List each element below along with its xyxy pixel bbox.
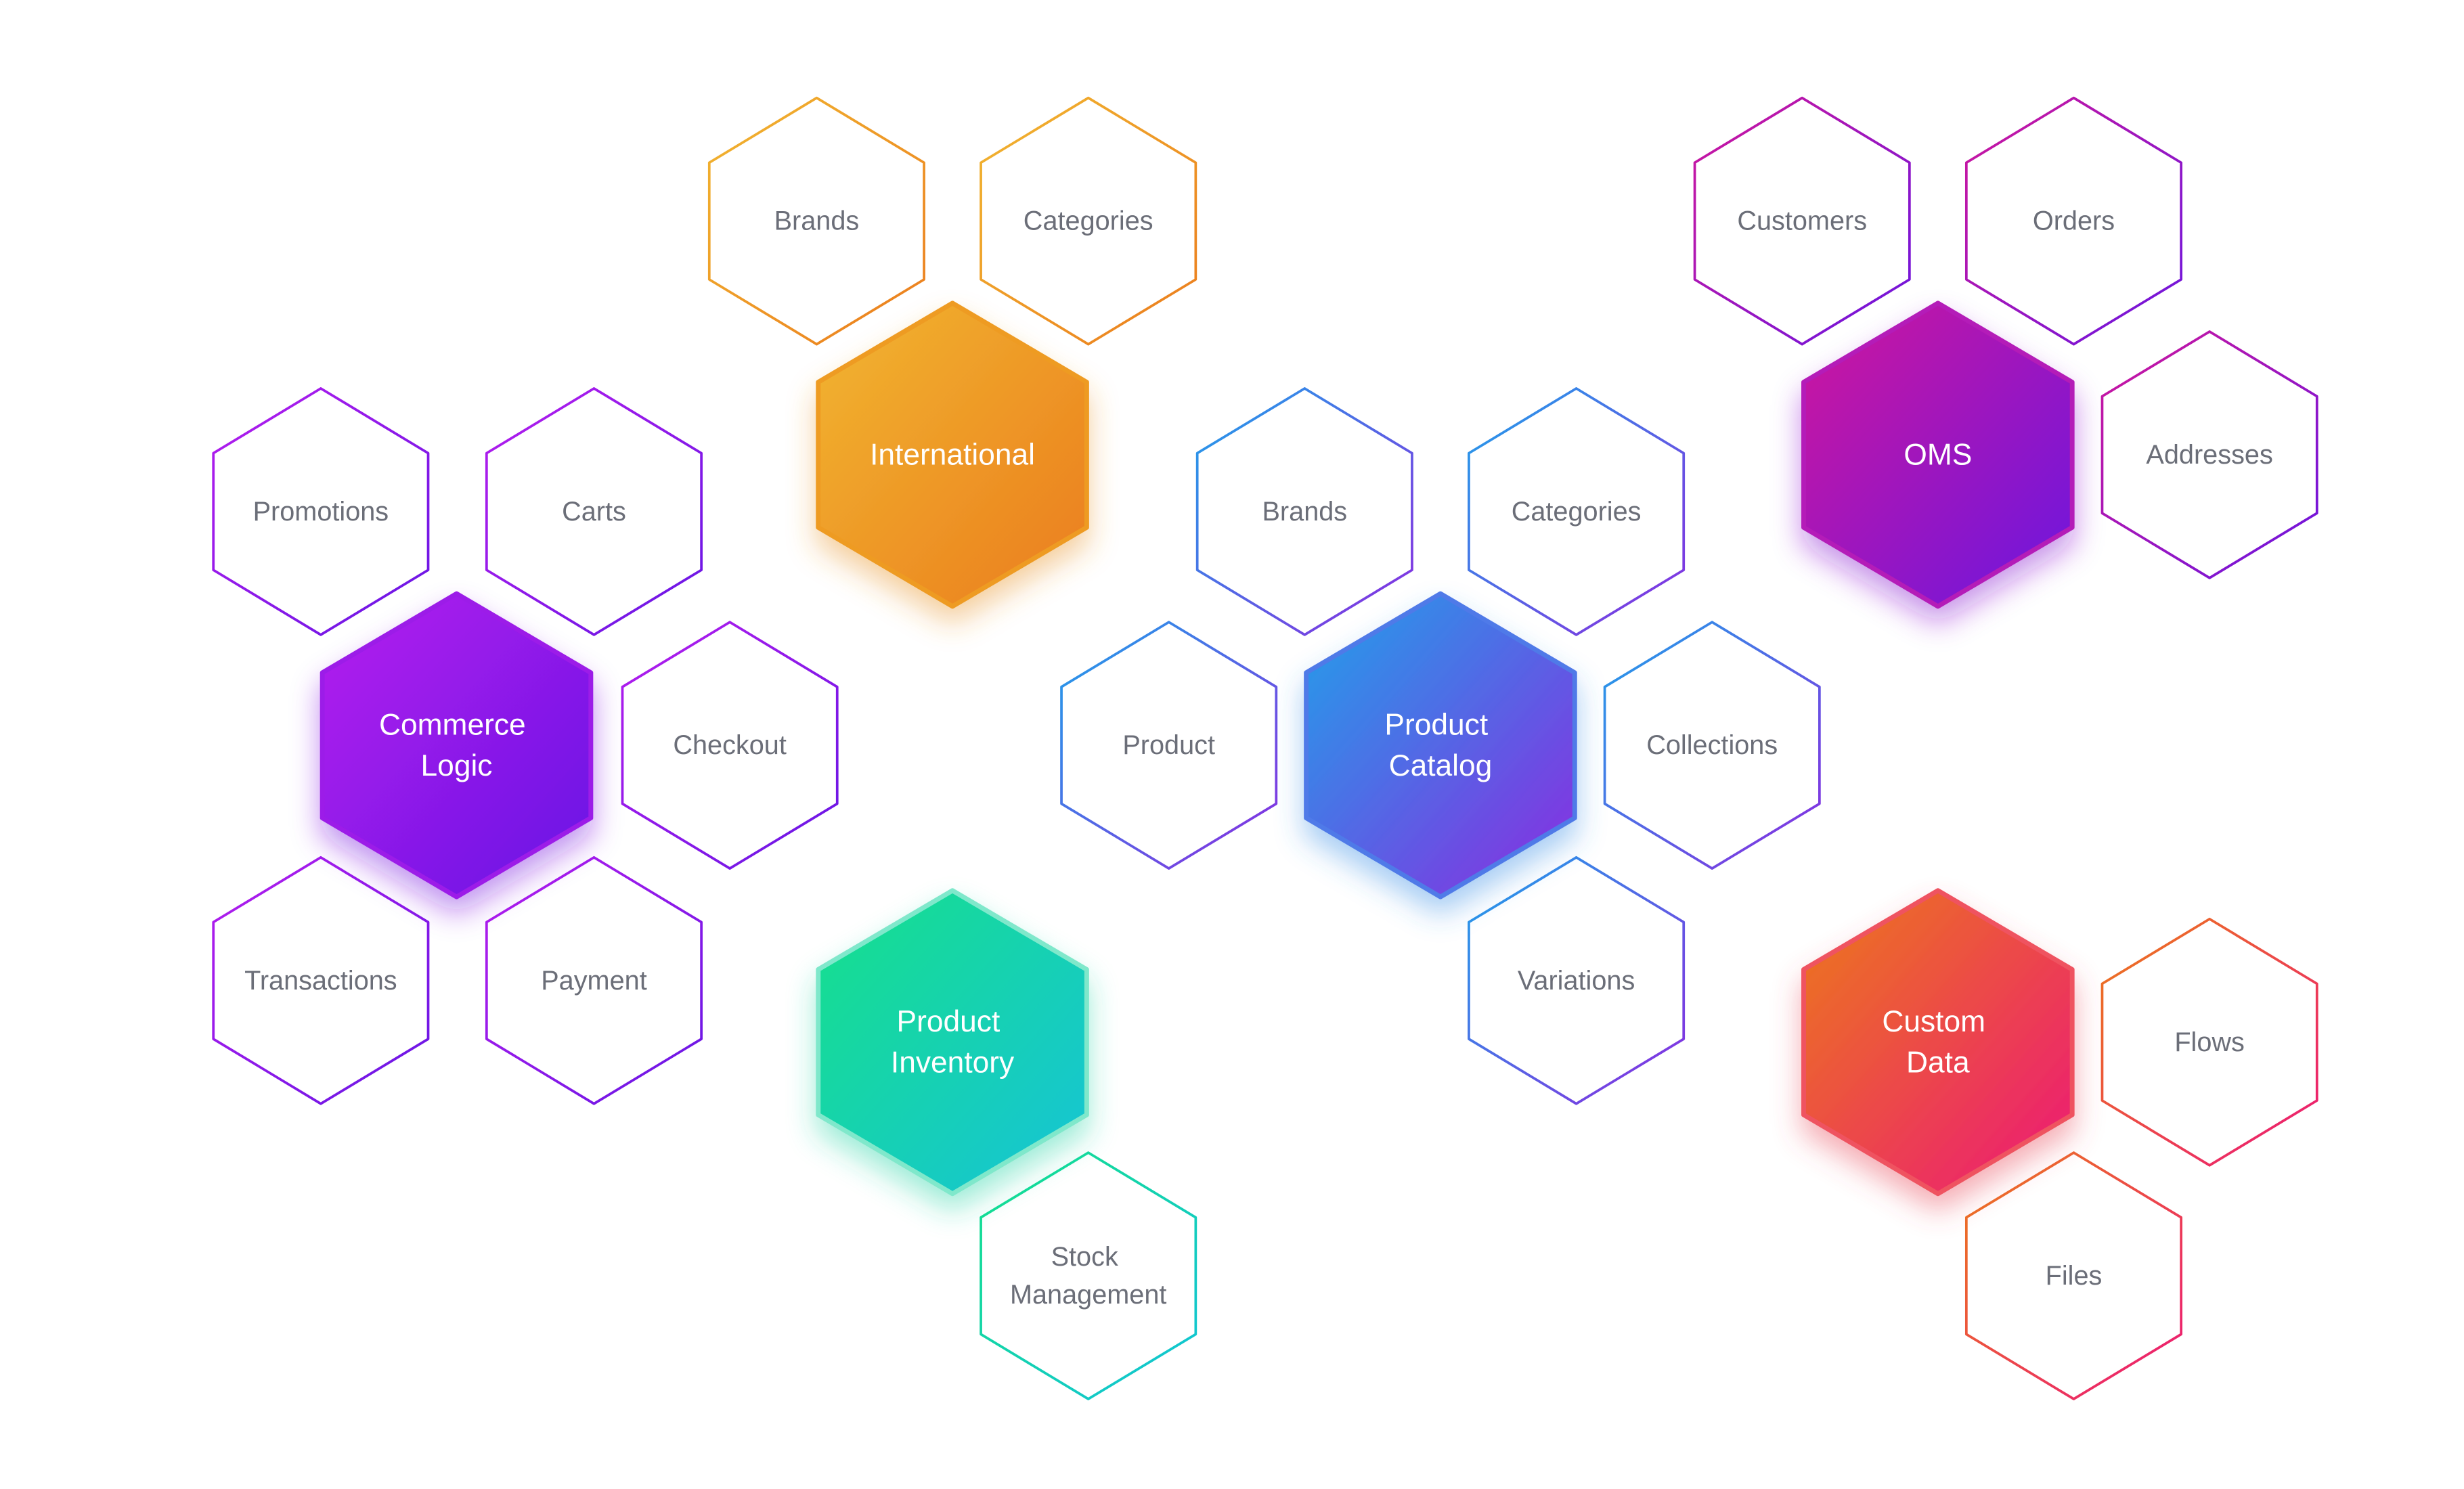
hexagon-outline <box>1603 621 1821 870</box>
hexagon-outline <box>1195 387 1413 636</box>
hexagon-outline <box>2100 330 2318 579</box>
module-hex-cl-payment[interactable]: Payment <box>485 855 703 1105</box>
module-label-intl-categories: Categories <box>1024 206 1153 236</box>
core-label-international: International <box>870 438 1035 471</box>
cluster-international: Brands Categories International <box>707 96 1197 609</box>
module-hex-oms-orders[interactable]: Orders <box>1964 96 2182 346</box>
core-label-commerce-logic: Commerce Logic <box>379 698 534 782</box>
hexagon-outline <box>485 855 703 1105</box>
module-hex-pi-stock-management[interactable]: Stock Management <box>980 1151 1197 1400</box>
module-label-pc-categories: Categories <box>1512 497 1642 527</box>
module-label-pc-brands: Brands <box>1262 497 1347 527</box>
module-label-oms-customers: Customers <box>1737 206 1867 236</box>
module-label-cd-files: Files <box>2046 1261 2103 1291</box>
module-hex-cd-files[interactable]: Files <box>1964 1151 2182 1400</box>
hexagon-outline <box>1964 1151 2182 1400</box>
hexagon-outline <box>1060 621 1278 870</box>
hexagon-outline <box>980 1151 1197 1400</box>
module-label-cl-promotions: Promotions <box>253 497 389 527</box>
module-label-intl-brands: Brands <box>774 206 860 236</box>
module-label-cl-payment: Payment <box>541 966 646 996</box>
hexagon-filled <box>1801 888 2075 1197</box>
module-label-pi-stock-management: Stock Management <box>1010 1233 1166 1310</box>
hexagon-outline <box>621 621 839 870</box>
hexagon-outline <box>2100 917 2318 1167</box>
hexagon-outline <box>707 96 925 346</box>
core-hex-oms[interactable]: OMS <box>1801 301 2075 609</box>
module-hex-cd-flows[interactable]: Flows <box>2100 917 2318 1167</box>
hexagon-outline <box>1468 855 1686 1105</box>
module-label-cd-flows: Flows <box>2174 1027 2245 1057</box>
module-hex-oms-addresses[interactable]: Addresses <box>2100 330 2318 579</box>
core-label-product-catalog: Product Catalog <box>1384 698 1496 782</box>
core-label-custom-data: Custom Data <box>1882 995 1994 1079</box>
hexagon-filled <box>1304 591 1577 899</box>
module-label-cl-checkout: Checkout <box>673 730 787 760</box>
hexagon-outline <box>1693 96 1911 346</box>
module-hex-pc-product[interactable]: Product <box>1060 621 1278 870</box>
module-hex-cl-carts[interactable]: Carts <box>485 387 703 636</box>
core-hex-commerce-logic[interactable]: Commerce Logic <box>320 591 594 899</box>
cluster-oms: Customers Orders Addresses OMS <box>1693 96 2318 609</box>
hexagon-outline <box>980 96 1197 346</box>
module-label-cl-transactions: Transactions <box>244 966 397 996</box>
module-hex-pc-collections[interactable]: Collections <box>1603 621 1821 870</box>
cluster-custom-data: Flows Files Custom Data <box>1801 888 2318 1400</box>
core-hex-product-inventory[interactable]: Product Inventory <box>816 888 1089 1197</box>
module-hex-pc-categories[interactable]: Categories <box>1468 387 1686 636</box>
module-hex-cl-promotions[interactable]: Promotions <box>212 387 430 636</box>
hexagon-outline <box>212 855 430 1105</box>
module-label-oms-orders: Orders <box>2033 206 2115 236</box>
module-label-cl-carts: Carts <box>562 497 626 527</box>
hexagon-outline <box>1964 96 2182 346</box>
hexagon-outline <box>212 387 430 636</box>
module-hex-intl-categories[interactable]: Categories <box>980 96 1197 346</box>
cluster-product-inventory: Stock Management Product Inventory <box>816 888 1197 1400</box>
cluster-product-catalog: Brands Categories Product Collections Va… <box>1060 387 1821 1105</box>
core-hex-international[interactable]: International <box>816 301 1089 609</box>
core-label-product-inventory: Product Inventory <box>891 995 1015 1079</box>
core-label-oms: OMS <box>1904 438 1972 471</box>
module-hex-oms-customers[interactable]: Customers <box>1693 96 1911 346</box>
module-hex-intl-brands[interactable]: Brands <box>707 96 925 346</box>
hexagon-filled <box>1801 301 2075 609</box>
core-hex-product-catalog[interactable]: Product Catalog <box>1304 591 1577 899</box>
cluster-commerce-logic: Promotions Carts Checkout Transactions P… <box>212 387 839 1105</box>
module-hex-cl-transactions[interactable]: Transactions <box>212 855 430 1105</box>
module-label-pc-collections: Collections <box>1646 730 1778 760</box>
core-hex-custom-data[interactable]: Custom Data <box>1801 888 2075 1197</box>
module-label-oms-addresses: Addresses <box>2146 440 2272 470</box>
module-label-pc-product: Product <box>1122 730 1215 760</box>
hexagon-filled <box>816 301 1089 609</box>
module-hex-pc-brands[interactable]: Brands <box>1195 387 1413 636</box>
hexagon-outline <box>485 387 703 636</box>
hexagon-filled <box>816 888 1089 1197</box>
hexagon-filled <box>320 591 594 899</box>
module-hex-pc-variations[interactable]: Variations <box>1468 855 1686 1105</box>
module-label-pc-variations: Variations <box>1518 966 1635 996</box>
module-hex-cl-checkout[interactable]: Checkout <box>621 621 839 870</box>
hexagon-outline <box>1468 387 1686 636</box>
